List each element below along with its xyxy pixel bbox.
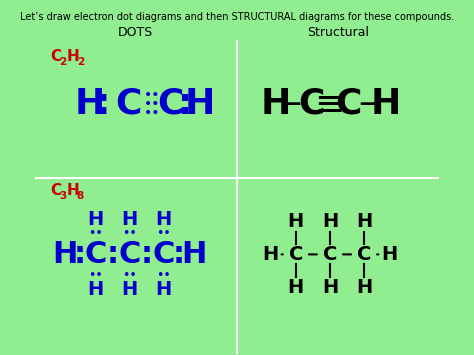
Text: H: H — [121, 210, 137, 229]
Text: C: C — [50, 49, 61, 64]
Text: H: H — [356, 278, 372, 297]
Text: :: : — [178, 87, 192, 121]
Text: C: C — [84, 240, 107, 269]
Text: C: C — [357, 245, 371, 264]
Text: H: H — [322, 212, 338, 231]
Text: H: H — [356, 212, 372, 231]
Text: ••: •• — [156, 269, 171, 282]
Text: H: H — [87, 210, 103, 229]
Text: ••: •• — [122, 227, 137, 240]
Text: H: H — [155, 210, 172, 229]
Text: 2: 2 — [60, 57, 67, 67]
Text: C: C — [153, 240, 175, 269]
Text: H: H — [182, 240, 207, 269]
Text: H: H — [66, 183, 79, 198]
Text: H: H — [262, 245, 278, 264]
Text: ••: •• — [156, 227, 171, 240]
Text: ••: •• — [122, 269, 137, 282]
Text: 2: 2 — [77, 57, 84, 67]
Text: Let’s draw electron dot diagrams and then STRUCTURAL diagrams for these compound: Let’s draw electron dot diagrams and the… — [20, 12, 454, 22]
Text: ••: •• — [144, 88, 160, 102]
Text: H: H — [75, 87, 106, 121]
Text: DOTS: DOTS — [118, 26, 153, 39]
Text: ••: •• — [144, 105, 160, 120]
Text: ••: •• — [88, 269, 103, 282]
Text: C: C — [289, 245, 303, 264]
Text: C: C — [50, 183, 61, 198]
Text: H: H — [66, 49, 79, 64]
Text: C: C — [336, 87, 362, 121]
Text: C: C — [157, 87, 183, 121]
Text: :: : — [173, 240, 185, 269]
Text: :: : — [74, 240, 86, 269]
Text: H: H — [288, 278, 304, 297]
Text: H: H — [370, 87, 401, 121]
Text: :: : — [96, 87, 110, 121]
Text: Structural: Structural — [308, 26, 370, 39]
Text: –: – — [358, 87, 376, 121]
Text: H: H — [260, 87, 291, 121]
Text: 8: 8 — [77, 191, 84, 201]
Text: H: H — [52, 240, 77, 269]
Text: H: H — [184, 87, 215, 121]
Text: C: C — [298, 87, 324, 121]
Text: H: H — [87, 280, 103, 299]
Text: :: : — [106, 240, 118, 269]
Text: –: – — [283, 87, 301, 121]
Text: H: H — [382, 245, 398, 264]
Text: H: H — [322, 278, 338, 297]
Text: ••: •• — [88, 227, 103, 240]
Text: 3: 3 — [60, 191, 67, 201]
Text: H: H — [288, 212, 304, 231]
Text: ≡: ≡ — [314, 87, 344, 121]
Text: ••: •• — [144, 97, 160, 111]
Text: :: : — [140, 240, 153, 269]
Text: H: H — [155, 280, 172, 299]
Text: C: C — [323, 245, 337, 264]
Text: C: C — [116, 87, 142, 121]
Text: H: H — [121, 280, 137, 299]
Text: C: C — [118, 240, 141, 269]
